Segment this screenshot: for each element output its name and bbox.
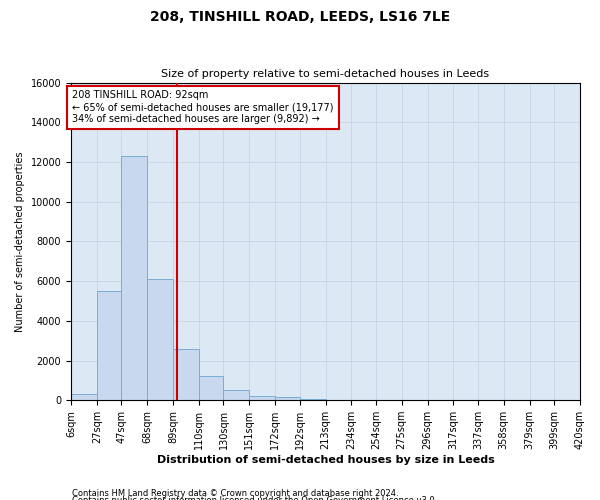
Title: Size of property relative to semi-detached houses in Leeds: Size of property relative to semi-detach… [161,69,490,79]
Bar [275,397,299,400]
Bar [121,156,147,400]
Bar [173,348,199,400]
Bar [71,394,97,400]
Bar [97,291,121,400]
Text: Contains public sector information licensed under the Open Government Licence v3: Contains public sector information licen… [72,496,437,500]
X-axis label: Distribution of semi-detached houses by size in Leeds: Distribution of semi-detached houses by … [157,455,494,465]
Bar [249,396,275,400]
Bar [299,399,326,400]
Bar [223,390,249,400]
Bar [199,376,223,400]
Bar [147,279,173,400]
Y-axis label: Number of semi-detached properties: Number of semi-detached properties [15,151,25,332]
Text: 208, TINSHILL ROAD, LEEDS, LS16 7LE: 208, TINSHILL ROAD, LEEDS, LS16 7LE [150,10,450,24]
Text: Contains HM Land Registry data © Crown copyright and database right 2024.: Contains HM Land Registry data © Crown c… [72,488,398,498]
Text: 208 TINSHILL ROAD: 92sqm
← 65% of semi-detached houses are smaller (19,177)
34% : 208 TINSHILL ROAD: 92sqm ← 65% of semi-d… [72,90,334,124]
